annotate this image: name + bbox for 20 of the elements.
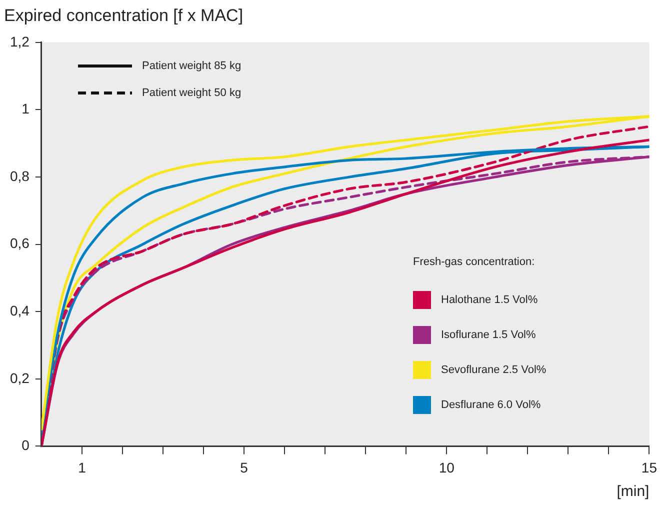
y-tick-label: 1,2 (10, 33, 30, 50)
legend-label: Desflurane 6.0 Vol% (441, 398, 541, 410)
legend-label: Sevoflurane 2.5 Vol% (441, 364, 546, 376)
y-tick-label: 0,2 (10, 370, 30, 386)
y-tick-label: 0,6 (10, 235, 30, 252)
x-axis-title: [min] (616, 483, 650, 500)
x-tick-label: 10 (438, 459, 455, 476)
annotation: Patient weight 85 kg (142, 60, 242, 72)
x-tick-label: 5 (240, 459, 248, 476)
legend-title: Fresh-gas concentration: (413, 256, 536, 268)
legend-label: Isoflurane 1.5 Vol% (441, 328, 536, 340)
legend-label: Halothane 1.5 Vol% (441, 294, 538, 306)
y-tick-label: 0,4 (10, 302, 30, 318)
x-tick-label: 1 (78, 459, 86, 476)
annotation: Patient weight 50 kg (142, 86, 242, 98)
y-tick-label: 0,8 (10, 168, 30, 184)
y-tick-label: 0 (22, 437, 30, 454)
x-tick-label: 15 (641, 459, 658, 476)
y-tick-label: 1 (22, 100, 30, 117)
chart-title: Expired concentration [f x MAC] (4, 6, 244, 25)
